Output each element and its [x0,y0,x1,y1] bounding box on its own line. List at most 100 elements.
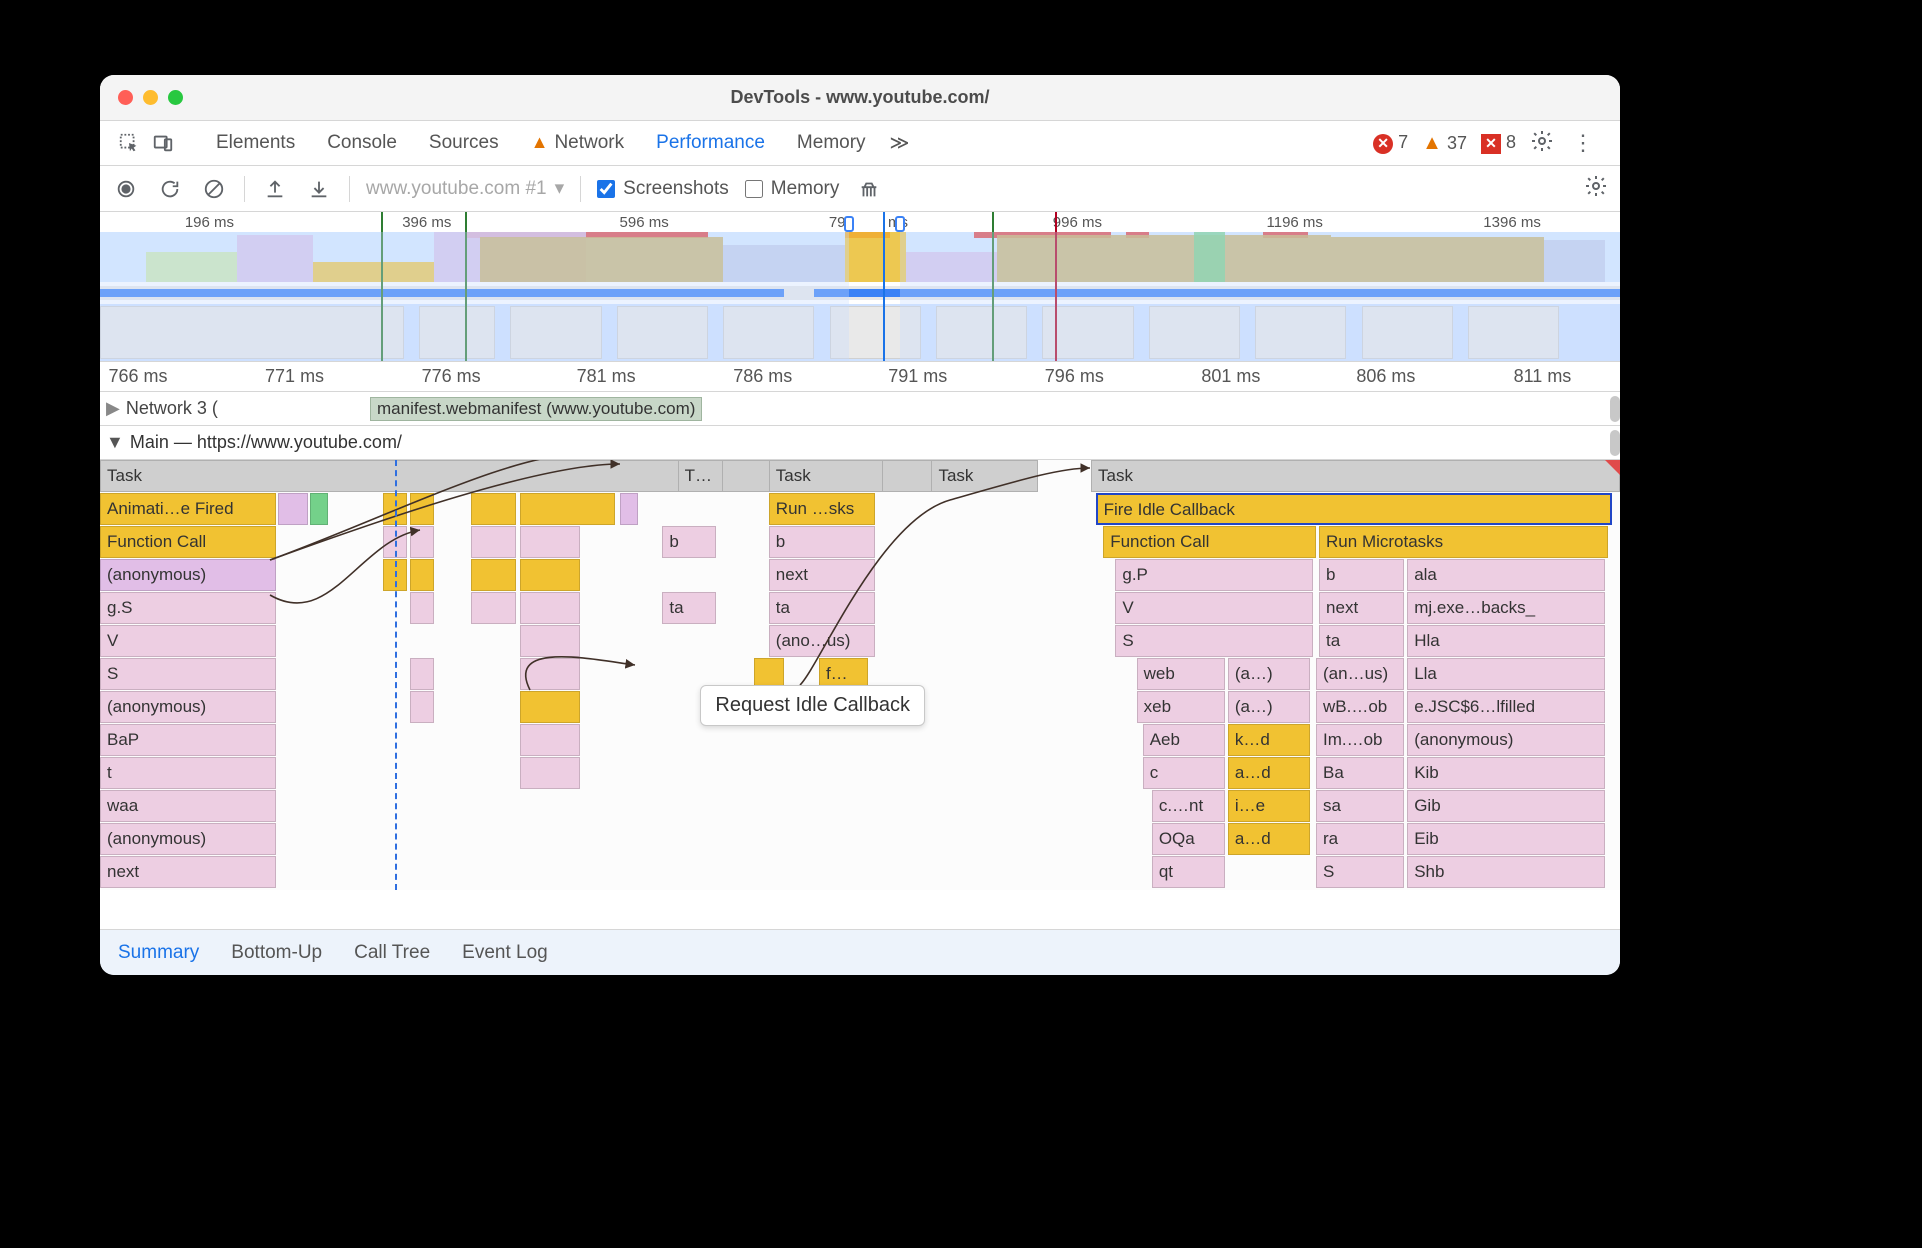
minimize-window-button[interactable] [143,90,158,105]
flame-bar[interactable]: ala [1407,559,1605,591]
recording-select[interactable]: www.youtube.com #1 ▾ [366,177,564,200]
flame-bar[interactable]: Hla [1407,625,1605,657]
flame-bar[interactable]: Function Call [1103,526,1316,558]
flame-chart[interactable]: TaskT…TaskTaskTaskAnimati…e FiredRun …sk… [100,460,1620,890]
record-button[interactable] [112,175,140,203]
flame-bar[interactable] [620,493,638,525]
btab-summary[interactable]: Summary [118,942,199,964]
overview-selection-handle[interactable] [895,216,905,232]
flame-bar[interactable]: a…d [1228,823,1310,855]
btab-bottom-up[interactable]: Bottom-Up [231,942,322,964]
flame-bar[interactable]: T… [678,460,724,492]
flame-bar[interactable]: mj.exe…backs_ [1407,592,1605,624]
flame-bar[interactable]: Im.…ob [1316,724,1404,756]
flame-bar[interactable] [410,493,434,525]
expand-network-icon[interactable]: ▶ [106,398,120,419]
vscroll-thumb[interactable] [1610,396,1620,422]
capture-settings-gear-icon[interactable] [1584,174,1608,204]
timeline-overview[interactable]: CPU NET 196 ms396 ms596 ms79ms996 ms1196… [100,212,1620,362]
settings-gear-icon[interactable] [1530,129,1554,158]
tab-memory[interactable]: Memory [781,132,882,154]
close-window-button[interactable] [118,90,133,105]
screenshots-toggle[interactable]: Screenshots [597,178,729,200]
more-tabs-icon[interactable]: ≫ [882,132,918,155]
flame-bar[interactable]: (a…) [1228,691,1310,723]
flame-bar[interactable]: BaP [100,724,276,756]
upload-profile-icon[interactable] [261,175,289,203]
flame-bar[interactable]: wB.…ob [1316,691,1404,723]
flame-bar[interactable]: S [1316,856,1404,888]
flame-bar[interactable] [278,493,308,525]
flame-bar[interactable]: Eib [1407,823,1605,855]
flame-bar[interactable]: S [1115,625,1313,657]
flame-bar[interactable] [520,526,581,558]
flame-bar[interactable]: (ano…us) [769,625,875,657]
flame-bar[interactable]: b [769,526,875,558]
flame-bar[interactable]: (anonymous) [100,559,276,591]
flame-bar[interactable]: i…e [1228,790,1310,822]
flame-bar[interactable]: waa [100,790,276,822]
flame-bar[interactable] [520,724,581,756]
flame-bar[interactable]: Task [931,460,1037,492]
flame-bar[interactable]: ta [1319,625,1404,657]
flame-bar[interactable]: c [1143,757,1225,789]
flame-bar[interactable]: e.JSC$6…lfilled [1407,691,1605,723]
flame-bar[interactable] [471,559,517,591]
flame-bar[interactable]: (anonymous) [100,823,276,855]
screenshots-checkbox[interactable] [597,180,615,198]
flame-bar[interactable]: (a…) [1228,658,1310,690]
network-request-bar[interactable]: manifest.webmanifest (www.youtube.com) [370,397,702,421]
flame-bar[interactable] [520,592,581,624]
flame-bar[interactable] [520,625,581,657]
flame-bar[interactable]: Function Call [100,526,276,558]
warnings-badge[interactable]: ▲ 37 [1422,132,1467,155]
flame-bar[interactable]: next [1319,592,1404,624]
errors-badge[interactable]: ✕ 7 [1373,132,1408,154]
flame-bar[interactable] [520,493,616,525]
flame-bar[interactable]: web [1137,658,1225,690]
flame-bar[interactable]: sa [1316,790,1404,822]
flame-bar[interactable]: Ba [1316,757,1404,789]
memory-checkbox[interactable] [745,180,763,198]
flame-bar[interactable]: Fire Idle Callback [1096,493,1613,525]
flame-bar[interactable]: Run …sks [769,493,875,525]
btab-event-log[interactable]: Event Log [462,942,548,964]
flame-bar[interactable]: g.S [100,592,276,624]
flame-bar[interactable] [410,691,434,723]
flame-bar[interactable]: (an…us) [1316,658,1404,690]
flame-bar[interactable]: (anonymous) [1407,724,1605,756]
flame-bar[interactable]: t [100,757,276,789]
zoom-window-button[interactable] [168,90,183,105]
download-profile-icon[interactable] [305,175,333,203]
tab-elements[interactable]: Elements [200,132,311,154]
violations-badge[interactable]: ✕ 8 [1481,132,1516,154]
tab-network[interactable]: ▲Network [515,132,641,154]
device-toolbar-icon[interactable] [146,126,180,160]
memory-toggle[interactable]: Memory [745,178,840,200]
flame-bar[interactable]: Animati…e Fired [100,493,276,525]
flame-bar[interactable] [471,592,517,624]
flame-bar[interactable]: Task [1091,460,1620,492]
detail-ruler[interactable]: 766 ms771 ms776 ms781 ms786 ms791 ms796 … [100,362,1620,392]
flame-bar[interactable] [410,559,434,591]
flame-bar[interactable]: a…d [1228,757,1310,789]
flame-bar[interactable] [410,592,434,624]
flame-bar[interactable]: OQa [1152,823,1225,855]
flame-bar[interactable]: qt [1152,856,1225,888]
flame-bar[interactable]: V [100,625,276,657]
flame-bar[interactable]: (anonymous) [100,691,276,723]
tab-sources[interactable]: Sources [413,132,515,154]
flame-bar[interactable]: V [1115,592,1313,624]
flame-bar[interactable]: ta [662,592,715,624]
flame-bar[interactable]: Shb [1407,856,1605,888]
flame-bar[interactable] [410,526,434,558]
tab-performance[interactable]: Performance [640,132,781,154]
flame-bar[interactable]: next [100,856,276,888]
flame-bar[interactable] [520,757,581,789]
flame-bar[interactable]: next [769,559,875,591]
flame-bar[interactable]: c.…nt [1152,790,1225,822]
flame-bar[interactable] [471,493,517,525]
flame-bar[interactable] [310,493,328,525]
tab-console[interactable]: Console [311,132,413,154]
flame-bar[interactable]: b [1319,559,1404,591]
